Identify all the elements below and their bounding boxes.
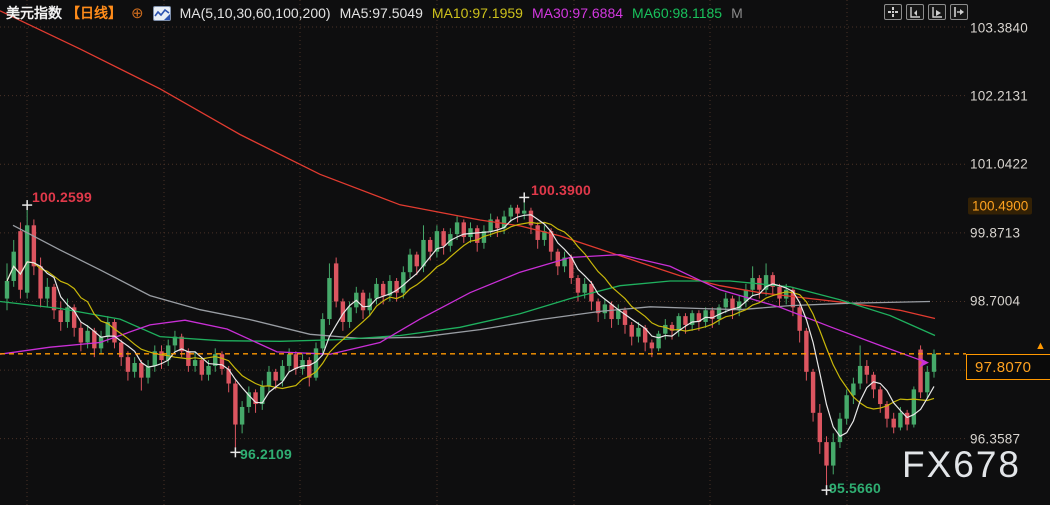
swing-high-annotation: 100.3900 — [531, 182, 591, 198]
axis-tick: 99.8713 — [970, 225, 1021, 241]
indicator-chart-icon — [152, 5, 171, 21]
axis-tick: 96.3587 — [970, 431, 1021, 447]
axis-tick-highlighted: 100.4900 — [968, 197, 1033, 215]
swing-low-annotation: 96.2109 — [240, 446, 293, 462]
current-price-box: 97.8070 — [966, 354, 1050, 380]
add-indicator-icon[interactable]: ⊕ — [131, 5, 144, 22]
period-label: 【日线】 — [66, 5, 122, 21]
crosshair-move-icon[interactable] — [884, 4, 902, 20]
latest-price-arrow-icon[interactable]: ▲ — [1035, 340, 1046, 352]
collapse-right-icon[interactable] — [950, 4, 968, 20]
axis-tick: 103.3840 — [970, 20, 1028, 36]
symbol-title: 美元指数 — [6, 5, 62, 21]
ma10-value: MA10:97.1959 — [431, 5, 523, 21]
chart-toolbar — [884, 4, 968, 20]
ma60-value: MA60:98.1185 — [632, 5, 723, 21]
scale-axis-left-icon[interactable] — [906, 4, 924, 20]
swing-high-annotation: 100.2599 — [32, 189, 92, 205]
fx678-watermark: FX678 — [902, 444, 1022, 485]
axis-tick: 101.0422 — [970, 156, 1028, 172]
ma30-value: MA30:97.6884 — [531, 5, 624, 21]
ma-settings-label: MA(5,10,30,60,100,200) — [179, 5, 331, 21]
ma100-value-truncated: M — [731, 5, 743, 21]
ma5-value: MA5:97.5049 — [339, 5, 423, 21]
swing-low-annotation: 95.5660 — [829, 480, 882, 496]
axis-tick: 102.2131 — [970, 88, 1028, 104]
axis-tick: 98.7004 — [970, 293, 1021, 309]
play-forward-icon[interactable] — [928, 4, 946, 20]
chart-header: 美元指数 【日线】 ⊕ MA(5,10,30,60,100,200) MA5:9… — [6, 3, 743, 23]
